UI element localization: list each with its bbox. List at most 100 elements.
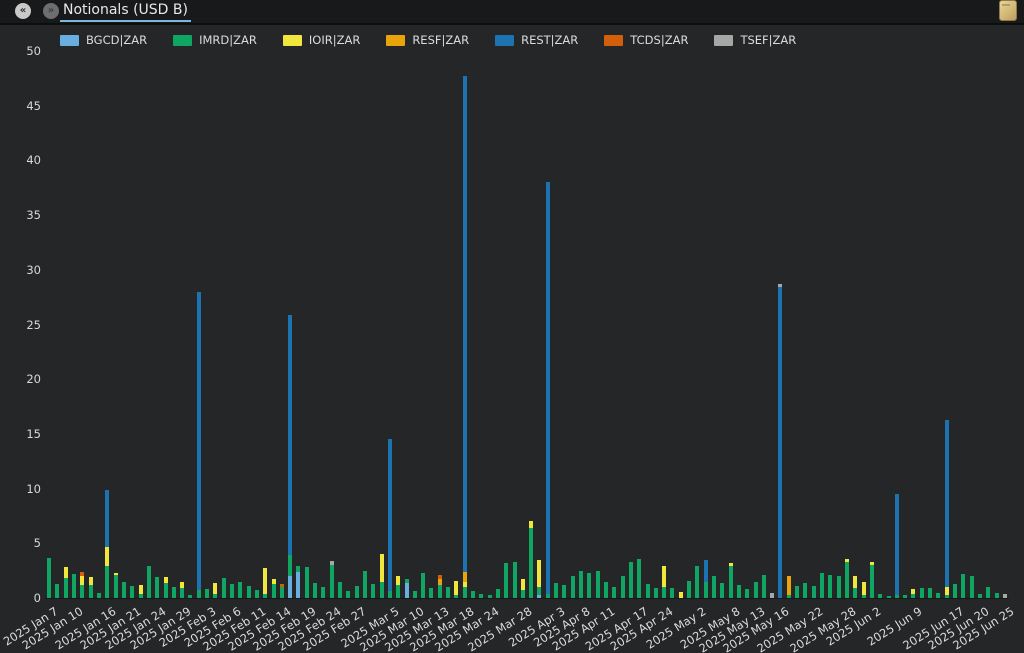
stacked-bar[interactable] [936,593,940,598]
stacked-bar[interactable] [321,587,325,598]
stacked-bar[interactable] [446,587,450,598]
stacked-bar[interactable] [795,586,799,598]
stacked-bar[interactable] [646,584,650,598]
nav-forward-button[interactable]: » [43,3,59,19]
stacked-bar[interactable] [47,558,51,598]
stacked-bar[interactable] [479,594,483,598]
stacked-bar[interactable] [114,573,118,598]
legend-item-tcds[interactable]: TCDS|ZAR [604,33,688,47]
tab-notionals[interactable]: Notionals (USD B) [60,0,191,23]
legend-item-imrd[interactable]: IMRD|ZAR [173,33,257,47]
stacked-bar[interactable] [263,568,267,598]
stacked-bar[interactable] [388,439,392,598]
stacked-bar[interactable] [911,589,915,598]
stacked-bar[interactable] [488,595,492,598]
stacked-bar[interactable] [853,576,857,598]
stacked-bar[interactable] [330,561,334,598]
stacked-bar[interactable] [105,490,109,598]
stacked-bar[interactable] [529,521,533,598]
stacked-bar[interactable] [596,571,600,598]
stacked-bar[interactable] [405,579,409,598]
stacked-bar[interactable] [928,588,932,598]
stacked-bar[interactable] [571,576,575,598]
stacked-bar[interactable] [870,562,874,598]
stacked-bar[interactable] [953,584,957,598]
legend-item-bgcd[interactable]: BGCD|ZAR [60,33,147,47]
stacked-bar[interactable] [197,292,201,598]
stacked-bar[interactable] [845,559,849,598]
stacked-bar[interactable] [429,588,433,598]
stacked-bar[interactable] [139,585,143,598]
stacked-bar[interactable] [380,554,384,598]
nav-back-button[interactable]: « [15,3,31,19]
stacked-bar[interactable] [255,590,259,598]
stacked-bar[interactable] [562,585,566,598]
stacked-bar[interactable] [945,420,949,598]
stacked-bar[interactable] [238,582,242,598]
stacked-bar[interactable] [654,588,658,598]
stacked-bar[interactable] [421,573,425,598]
legend-item-resf[interactable]: RESF|ZAR [386,33,469,47]
notepad-icon[interactable] [999,0,1017,21]
stacked-bar[interactable] [355,586,359,598]
stacked-bar[interactable] [496,589,500,598]
stacked-bar[interactable] [180,582,184,598]
stacked-bar[interactable] [188,595,192,598]
stacked-bar[interactable] [546,182,550,598]
stacked-bar[interactable] [828,575,832,598]
stacked-bar[interactable] [164,577,168,598]
stacked-bar[interactable] [862,582,866,598]
stacked-bar[interactable] [471,591,475,598]
stacked-bar[interactable] [970,576,974,598]
stacked-bar[interactable] [679,592,683,598]
stacked-bar[interactable] [803,583,807,598]
stacked-bar[interactable] [995,593,999,598]
stacked-bar[interactable] [745,589,749,598]
stacked-bar[interactable] [812,586,816,598]
stacked-bar[interactable] [313,583,317,598]
stacked-bar[interactable] [213,583,217,598]
stacked-bar[interactable] [205,589,209,598]
stacked-bar[interactable] [887,596,891,598]
stacked-bar[interactable] [554,583,558,598]
stacked-bar[interactable] [97,593,101,598]
stacked-bar[interactable] [720,583,724,598]
stacked-bar[interactable] [662,566,666,598]
stacked-bar[interactable] [820,573,824,598]
stacked-bar[interactable] [338,582,342,598]
stacked-bar[interactable] [587,573,591,598]
stacked-bar[interactable] [837,576,841,598]
stacked-bar[interactable] [1003,594,1007,598]
stacked-bar[interactable] [978,594,982,598]
stacked-bar[interactable] [305,567,309,598]
stacked-bar[interactable] [704,560,708,598]
stacked-bar[interactable] [695,566,699,598]
stacked-bar[interactable] [463,76,467,598]
stacked-bar[interactable] [521,579,525,598]
stacked-bar[interactable] [122,582,126,598]
stacked-bar[interactable] [986,587,990,598]
stacked-bar[interactable] [89,577,93,598]
stacked-bar[interactable] [438,575,442,598]
stacked-bar[interactable] [895,494,899,598]
stacked-bar[interactable] [637,559,641,598]
stacked-bar[interactable] [64,567,68,598]
stacked-bar[interactable] [878,594,882,598]
stacked-bar[interactable] [296,566,300,598]
stacked-bar[interactable] [80,572,84,598]
stacked-bar[interactable] [172,587,176,598]
stacked-bar[interactable] [787,576,791,598]
stacked-bar[interactable] [413,591,417,598]
stacked-bar[interactable] [55,584,59,598]
stacked-bar[interactable] [504,563,508,598]
stacked-bar[interactable] [670,588,674,598]
legend-item-tsef[interactable]: TSEF|ZAR [714,33,796,47]
legend-item-rest[interactable]: REST|ZAR [495,33,578,47]
stacked-bar[interactable] [454,581,458,599]
stacked-bar[interactable] [629,562,633,598]
stacked-bar[interactable] [272,579,276,598]
stacked-bar[interactable] [72,574,76,598]
stacked-bar[interactable] [621,576,625,598]
stacked-bar[interactable] [762,575,766,598]
legend-item-ioir[interactable]: IOIR|ZAR [283,33,360,47]
